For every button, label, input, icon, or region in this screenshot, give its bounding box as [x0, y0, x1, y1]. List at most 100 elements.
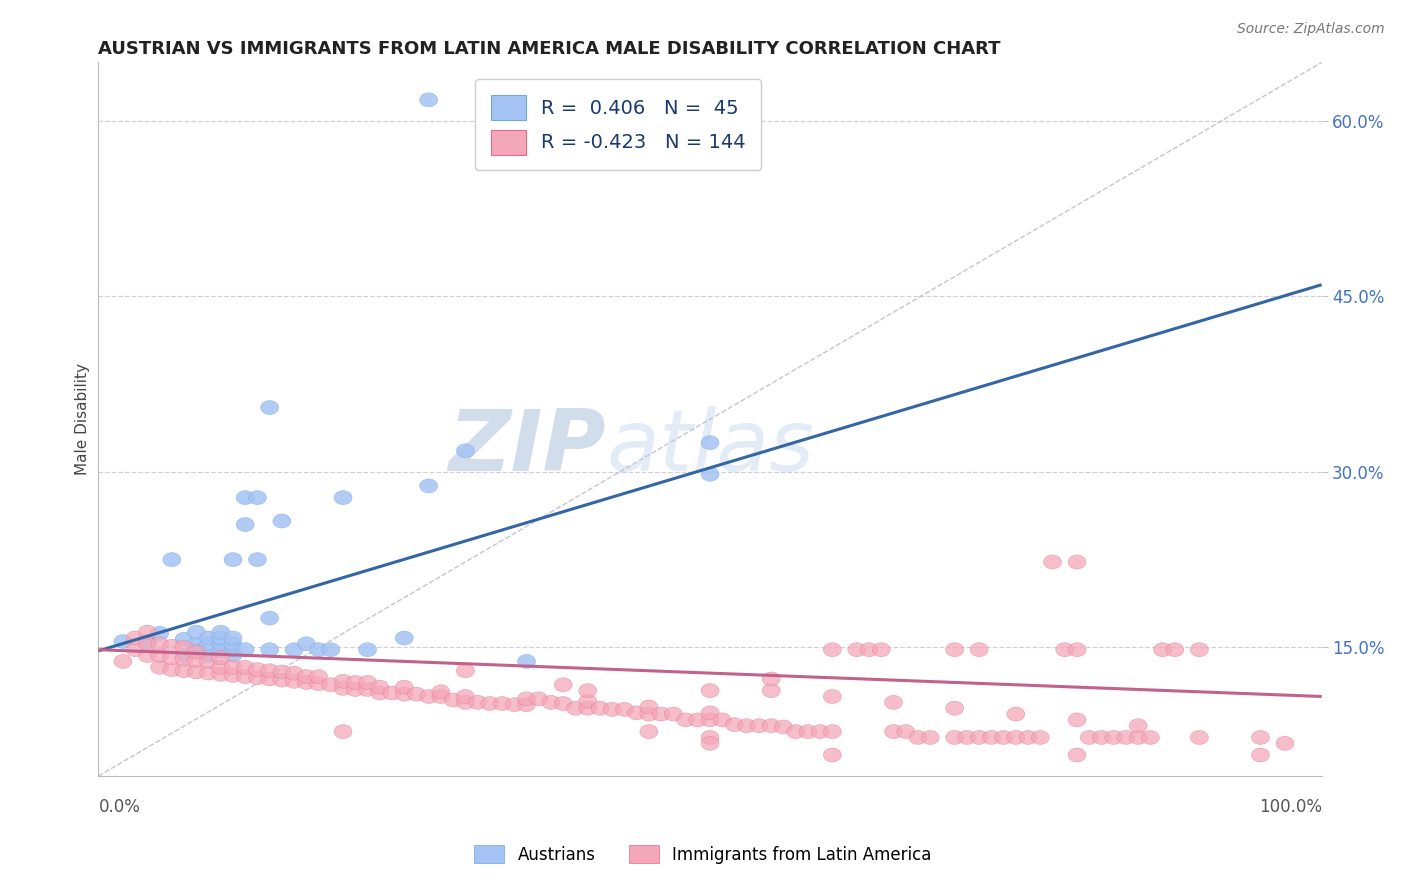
Ellipse shape	[1031, 731, 1049, 745]
Ellipse shape	[579, 683, 596, 698]
Ellipse shape	[1116, 731, 1135, 745]
Ellipse shape	[224, 631, 242, 645]
Ellipse shape	[346, 682, 364, 697]
Ellipse shape	[212, 625, 229, 640]
Ellipse shape	[848, 643, 866, 657]
Legend: Austrians, Immigrants from Latin America: Austrians, Immigrants from Latin America	[468, 838, 938, 871]
Ellipse shape	[346, 675, 364, 690]
Ellipse shape	[1007, 707, 1025, 721]
Ellipse shape	[1019, 731, 1038, 745]
Ellipse shape	[762, 683, 780, 698]
Ellipse shape	[1191, 643, 1208, 657]
Ellipse shape	[517, 692, 536, 706]
Ellipse shape	[1007, 731, 1025, 745]
Ellipse shape	[627, 706, 645, 720]
Ellipse shape	[200, 648, 218, 663]
Ellipse shape	[212, 637, 229, 651]
Ellipse shape	[983, 731, 1001, 745]
Ellipse shape	[640, 700, 658, 714]
Ellipse shape	[163, 663, 181, 677]
Ellipse shape	[517, 655, 536, 668]
Ellipse shape	[702, 435, 718, 450]
Ellipse shape	[249, 553, 267, 566]
Legend: R =  0.406   N =  45, R = -0.423   N = 144: R = 0.406 N = 45, R = -0.423 N = 144	[475, 79, 762, 170]
Ellipse shape	[212, 644, 229, 658]
Ellipse shape	[150, 648, 169, 663]
Ellipse shape	[359, 675, 377, 690]
Ellipse shape	[957, 731, 976, 745]
Ellipse shape	[408, 687, 426, 701]
Ellipse shape	[359, 643, 377, 657]
Ellipse shape	[297, 675, 315, 690]
Ellipse shape	[335, 491, 352, 505]
Ellipse shape	[187, 643, 205, 657]
Ellipse shape	[738, 719, 756, 732]
Ellipse shape	[127, 643, 145, 657]
Ellipse shape	[799, 724, 817, 739]
Ellipse shape	[1275, 736, 1294, 750]
Ellipse shape	[457, 664, 474, 678]
Ellipse shape	[762, 672, 780, 686]
Ellipse shape	[664, 707, 682, 721]
Ellipse shape	[824, 748, 841, 762]
Ellipse shape	[236, 517, 254, 532]
Ellipse shape	[224, 660, 242, 674]
Ellipse shape	[652, 707, 671, 721]
Text: ZIP: ZIP	[449, 406, 606, 490]
Ellipse shape	[224, 643, 242, 657]
Ellipse shape	[335, 681, 352, 695]
Ellipse shape	[371, 686, 389, 700]
Ellipse shape	[212, 651, 229, 665]
Ellipse shape	[1129, 719, 1147, 732]
Ellipse shape	[224, 637, 242, 651]
Ellipse shape	[127, 631, 145, 645]
Ellipse shape	[1142, 731, 1160, 745]
Ellipse shape	[335, 724, 352, 739]
Ellipse shape	[212, 631, 229, 645]
Ellipse shape	[150, 626, 169, 640]
Ellipse shape	[702, 736, 718, 750]
Ellipse shape	[725, 717, 744, 731]
Ellipse shape	[457, 696, 474, 709]
Ellipse shape	[285, 643, 304, 657]
Ellipse shape	[236, 670, 254, 683]
Ellipse shape	[603, 702, 621, 716]
Ellipse shape	[322, 678, 340, 692]
Ellipse shape	[1069, 748, 1085, 762]
Ellipse shape	[260, 643, 278, 657]
Ellipse shape	[224, 648, 242, 663]
Text: 0.0%: 0.0%	[98, 797, 141, 815]
Ellipse shape	[432, 685, 450, 698]
Ellipse shape	[824, 724, 841, 739]
Ellipse shape	[200, 631, 218, 645]
Ellipse shape	[444, 693, 463, 707]
Ellipse shape	[322, 643, 340, 657]
Ellipse shape	[505, 698, 523, 712]
Ellipse shape	[517, 116, 536, 130]
Ellipse shape	[970, 731, 988, 745]
Ellipse shape	[689, 713, 707, 727]
Ellipse shape	[236, 491, 254, 505]
Ellipse shape	[1069, 643, 1085, 657]
Ellipse shape	[1105, 731, 1123, 745]
Ellipse shape	[236, 660, 254, 674]
Ellipse shape	[749, 719, 768, 732]
Ellipse shape	[212, 667, 229, 681]
Ellipse shape	[419, 479, 437, 493]
Ellipse shape	[273, 665, 291, 679]
Ellipse shape	[1056, 643, 1074, 657]
Ellipse shape	[921, 731, 939, 745]
Ellipse shape	[946, 731, 963, 745]
Ellipse shape	[309, 677, 328, 690]
Y-axis label: Male Disability: Male Disability	[75, 363, 90, 475]
Ellipse shape	[150, 637, 169, 651]
Ellipse shape	[150, 660, 169, 674]
Ellipse shape	[138, 637, 156, 651]
Ellipse shape	[187, 645, 205, 659]
Ellipse shape	[285, 674, 304, 689]
Ellipse shape	[567, 701, 585, 715]
Ellipse shape	[1251, 748, 1270, 762]
Ellipse shape	[395, 631, 413, 645]
Ellipse shape	[702, 683, 718, 698]
Ellipse shape	[163, 553, 181, 566]
